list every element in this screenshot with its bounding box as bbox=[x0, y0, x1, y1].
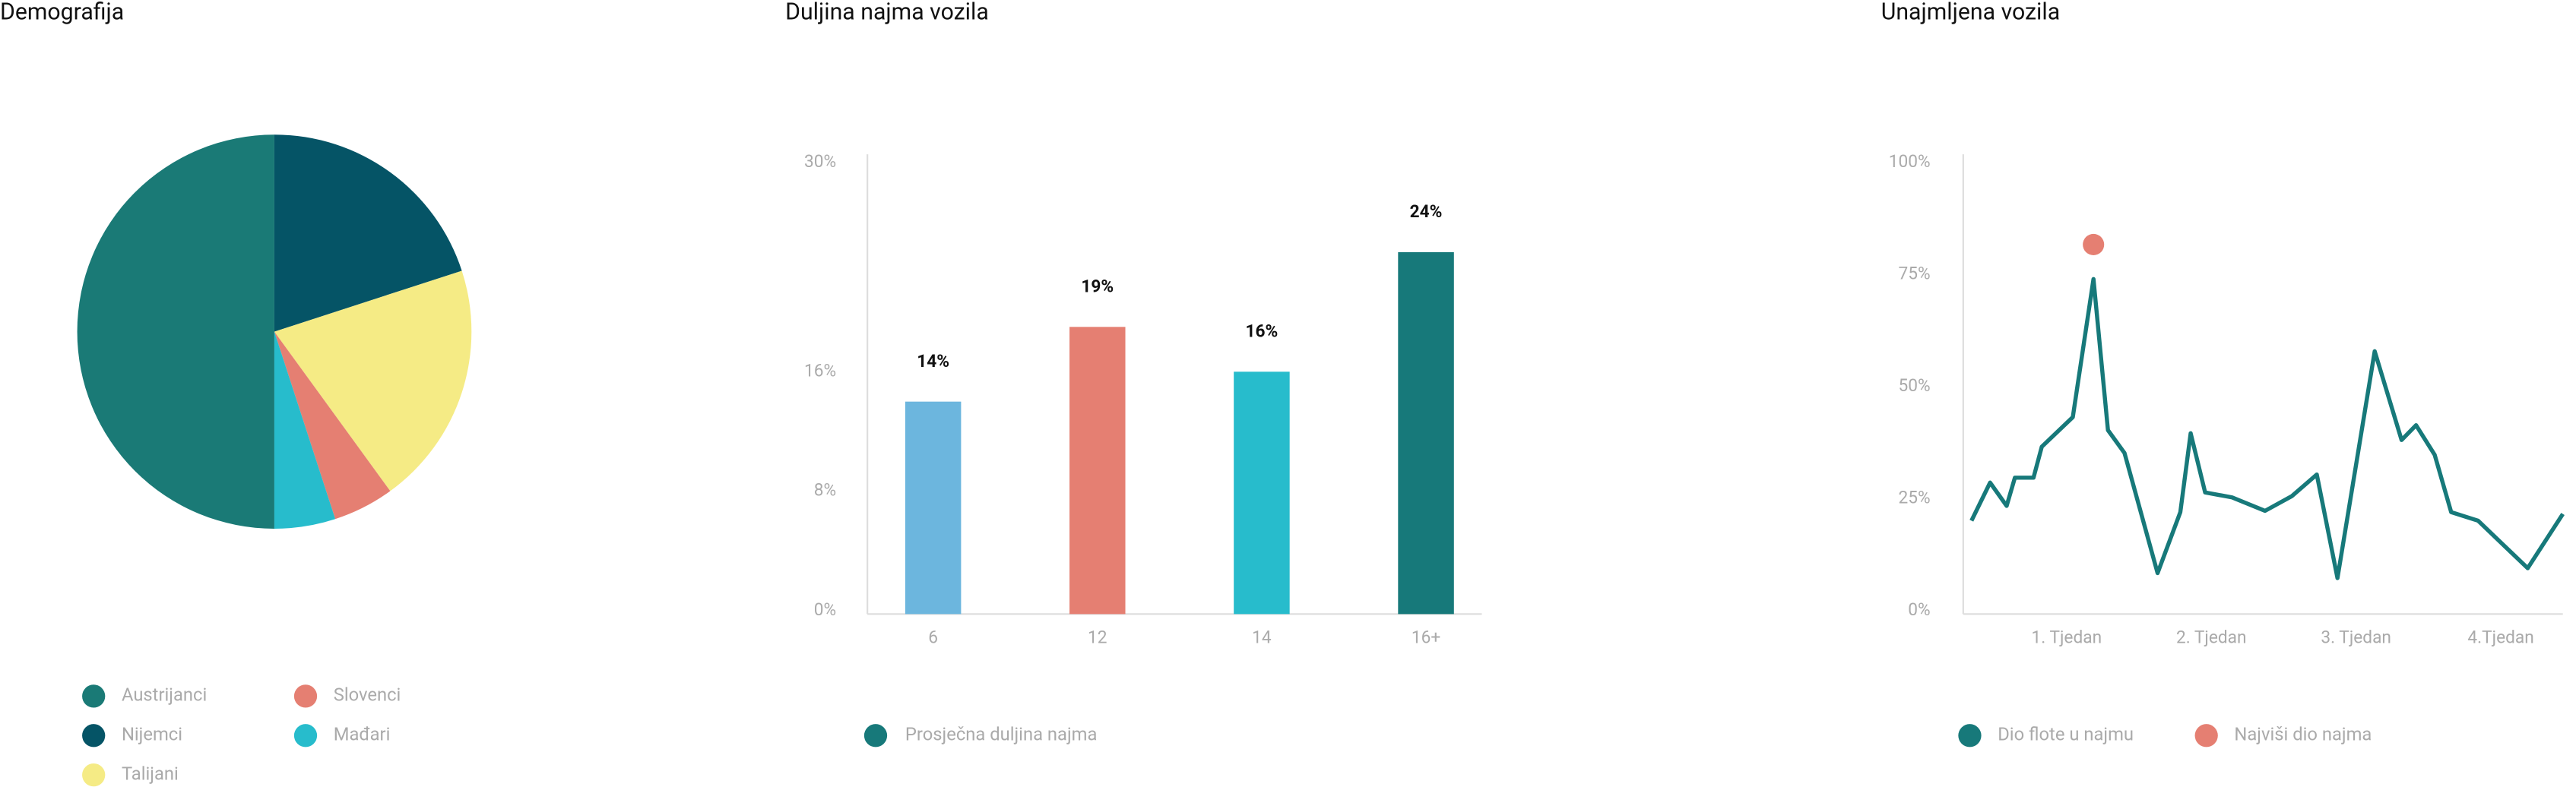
chart-title: Demografija bbox=[0, 0, 124, 25]
legend-label: Mađari bbox=[334, 724, 391, 745]
pie-slice bbox=[274, 270, 472, 491]
legend-label: Prosječna duljina najma bbox=[905, 724, 1098, 745]
y-tick-label: 8% bbox=[814, 480, 836, 501]
x-tick-label: 6 bbox=[928, 627, 938, 648]
legend-marker bbox=[2194, 724, 2218, 747]
x-tick-label: 1. Tjedan bbox=[2032, 627, 2102, 648]
x-tick-label: 2. Tjedan bbox=[2176, 627, 2247, 648]
y-tick-label: 0% bbox=[814, 599, 836, 620]
y-tick-label: 25% bbox=[1898, 488, 1930, 508]
x-tick-label: 4.Tjedan bbox=[2467, 627, 2533, 648]
bar bbox=[905, 401, 962, 615]
pie-slice bbox=[274, 134, 462, 332]
legend-label: Austrijanci bbox=[122, 684, 207, 706]
value-label: 14% bbox=[917, 351, 949, 371]
chart-title: Duljina najma vozila bbox=[785, 0, 989, 25]
highlight-point bbox=[2083, 233, 2105, 256]
pie-slice bbox=[274, 331, 336, 529]
y-tick-label: 100% bbox=[1889, 151, 1931, 172]
legend-label: Najviši dio najma bbox=[2234, 724, 2372, 745]
legend-marker bbox=[293, 684, 318, 708]
line bbox=[1969, 277, 2565, 580]
y-tick-label: 30% bbox=[804, 151, 836, 172]
y-tick-label: 50% bbox=[1898, 375, 1930, 396]
bar bbox=[1069, 327, 1126, 615]
legend-label: Dio flote u najmu bbox=[1998, 724, 2134, 745]
value-label: 24% bbox=[1410, 201, 1443, 222]
x-tick-label: 16+ bbox=[1412, 627, 1440, 648]
legend-label: Talijani bbox=[122, 763, 179, 784]
x-tick-label: 12 bbox=[1088, 627, 1107, 648]
value-label: 19% bbox=[1081, 276, 1114, 296]
legend-marker bbox=[82, 724, 106, 747]
bar bbox=[1398, 251, 1454, 615]
chart-title: Unajmljena vozila bbox=[1881, 0, 2060, 25]
x-tick-label: 3. Tjedan bbox=[2321, 627, 2391, 648]
pie-slice bbox=[274, 331, 391, 520]
legend-marker bbox=[293, 724, 318, 747]
value-label: 16% bbox=[1246, 321, 1278, 341]
pie-slice bbox=[77, 134, 274, 529]
y-tick-label: 0% bbox=[1908, 599, 1930, 620]
legend-label: Nijemci bbox=[122, 724, 182, 745]
legend-marker bbox=[82, 763, 106, 787]
x-tick-label: 14 bbox=[1252, 627, 1272, 648]
legend-marker bbox=[1958, 724, 1982, 747]
legend-label: Slovenci bbox=[334, 684, 401, 706]
bar bbox=[1234, 371, 1290, 615]
legend-marker bbox=[82, 684, 106, 708]
y-tick-label: 16% bbox=[804, 360, 836, 381]
legend-marker bbox=[863, 724, 888, 747]
y-tick-label: 75% bbox=[1898, 263, 1930, 283]
